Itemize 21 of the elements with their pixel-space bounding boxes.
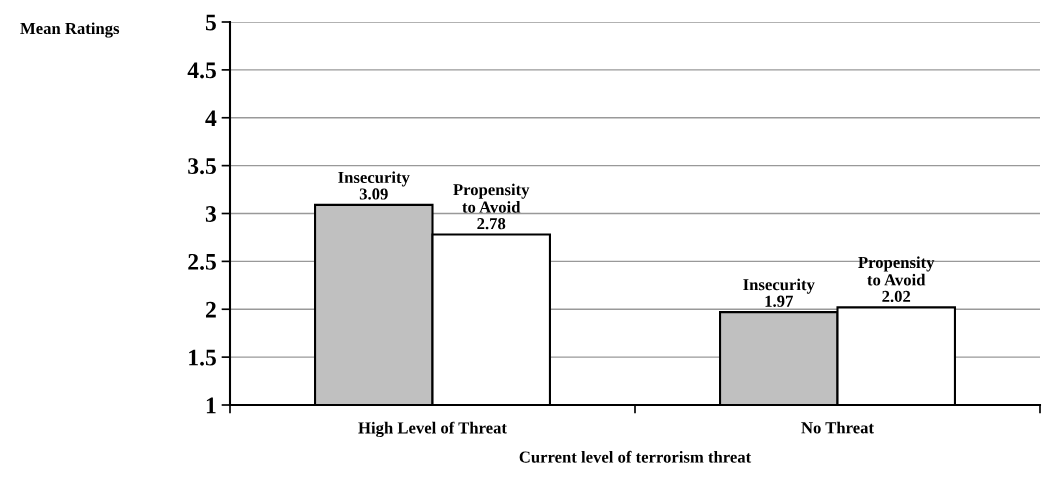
y-tick-label: 2.5 bbox=[188, 253, 216, 270]
y-tick-label: 3 bbox=[205, 206, 216, 222]
data-label: 2.78 bbox=[477, 218, 506, 230]
y-tick-label: 3.5 bbox=[188, 158, 216, 175]
data-label: 2.02 bbox=[882, 290, 911, 303]
y-tick-label: 2 bbox=[205, 301, 216, 318]
text: Insecurity bbox=[743, 278, 815, 294]
series-label: Propensity to Avoid bbox=[453, 183, 530, 213]
text: Propensity to Avoid bbox=[858, 256, 935, 286]
x-axis-title: Current level of terrorism threat bbox=[519, 450, 752, 463]
y-tick-label: 4 bbox=[205, 110, 217, 126]
series-label: Insecurity bbox=[338, 171, 410, 187]
y-tick-label: 5 bbox=[205, 14, 216, 31]
y-tick-label: 4.5 bbox=[187, 62, 216, 79]
y-tick-label: 1.5 bbox=[189, 349, 216, 366]
data-label: 3.09 bbox=[359, 188, 388, 200]
x-tick-label: High Level of Threat bbox=[358, 421, 507, 438]
y-axis-title: Mean Ratings bbox=[20, 22, 120, 38]
y-tick-label: 1 bbox=[206, 397, 216, 414]
data-label: 1.97 bbox=[765, 295, 793, 307]
x-tick-label: No Threat bbox=[801, 421, 874, 434]
